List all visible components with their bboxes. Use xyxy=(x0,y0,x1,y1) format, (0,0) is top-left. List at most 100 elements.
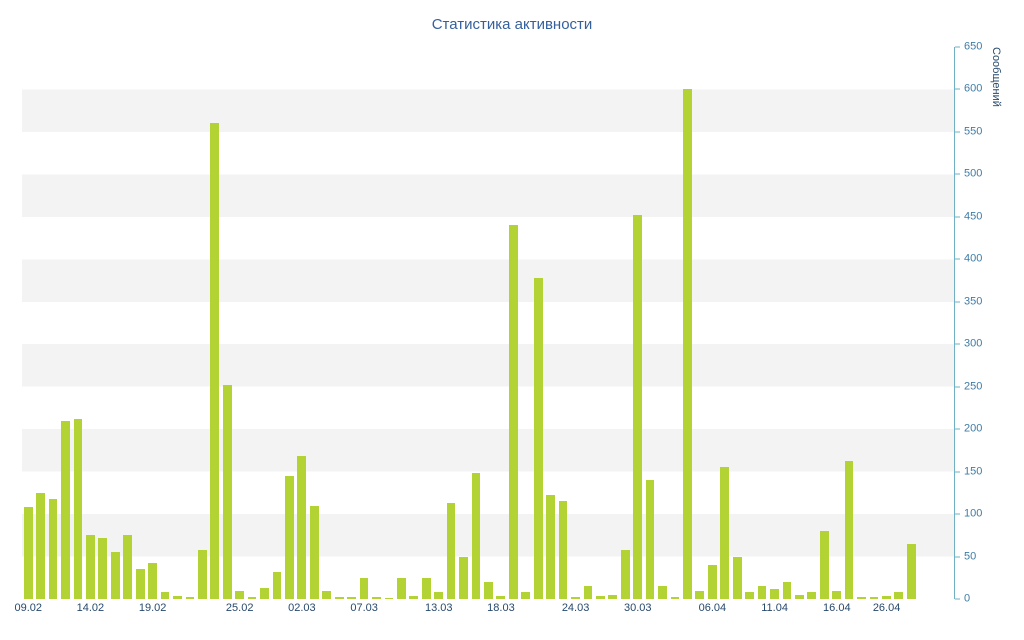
bar xyxy=(36,492,45,599)
bar-slot xyxy=(134,47,146,599)
bar xyxy=(484,582,493,599)
bar-slot xyxy=(296,47,308,599)
y-axis-tick xyxy=(955,131,960,133)
bar-slot xyxy=(22,47,34,599)
bar xyxy=(421,577,431,599)
bar-slot xyxy=(768,47,780,599)
bar xyxy=(558,501,568,599)
bar xyxy=(807,592,817,599)
bar xyxy=(633,215,642,599)
x-axis-labels: 09.02 14.02 19.02 25.02 02.03 07.03 13.03 18.03… xyxy=(14,602,955,616)
bar xyxy=(894,592,904,599)
x-axis-tick-label: 02.03 xyxy=(288,602,316,614)
y-axis-line xyxy=(954,47,955,599)
bar xyxy=(869,597,879,599)
bar-slot xyxy=(432,47,444,599)
bar xyxy=(608,594,618,599)
bar xyxy=(334,597,344,599)
bar-slot xyxy=(893,47,905,599)
x-axis-tick-label: 11.04 xyxy=(761,602,788,614)
bar-slot xyxy=(656,47,668,599)
y-axis-tick-label: 400 xyxy=(964,252,983,265)
y-axis-title: Сообщений xyxy=(990,47,1002,107)
bar xyxy=(322,590,332,599)
bar xyxy=(160,592,170,599)
bar xyxy=(832,590,841,599)
x-axis-tick-label: 30.03 xyxy=(624,602,652,614)
bar xyxy=(620,549,630,599)
bar-slot xyxy=(731,47,743,599)
y-axis-tick-label: 500 xyxy=(964,167,983,180)
bar xyxy=(546,495,555,599)
bar xyxy=(471,473,481,599)
x-axis-tick-label: 07.03 xyxy=(350,602,378,614)
bar-slot xyxy=(930,47,942,599)
bar-slot xyxy=(781,47,793,599)
bar-slot xyxy=(582,47,594,599)
bar-slot xyxy=(855,47,867,599)
bar-slot xyxy=(159,47,171,599)
bar xyxy=(384,598,394,599)
y-axis-tick xyxy=(955,386,960,388)
y-axis-tick-label: 100 xyxy=(964,507,983,520)
y-axis-tick-label: 200 xyxy=(964,422,983,435)
x-axis-tick-label: 06.04 xyxy=(698,602,727,614)
bar-slot xyxy=(544,47,556,599)
bar-slot xyxy=(631,47,643,599)
bar xyxy=(222,385,232,599)
bar xyxy=(61,420,70,599)
bar-slot xyxy=(34,47,46,599)
bar-slot xyxy=(681,47,693,599)
bar xyxy=(533,278,543,599)
bar xyxy=(148,563,157,599)
bar xyxy=(409,596,419,599)
bar-slot xyxy=(146,47,158,599)
bar-slot xyxy=(532,47,544,599)
bar xyxy=(658,586,667,599)
y-axis-tick xyxy=(955,258,960,260)
bar-slot xyxy=(694,47,706,599)
y-axis-tick xyxy=(955,216,960,218)
bar-slot xyxy=(843,47,855,599)
bar-slot xyxy=(109,47,121,599)
bar xyxy=(695,590,705,599)
bar-slot xyxy=(520,47,532,599)
plot-area: 0 50 100 150 200 250 300 350 400 450 500 550 600 650 xyxy=(22,41,982,604)
bar xyxy=(459,556,468,599)
bar xyxy=(745,592,754,599)
bar xyxy=(770,588,779,599)
bars-container xyxy=(22,47,955,599)
bar-slot xyxy=(818,47,830,599)
bar xyxy=(645,480,655,599)
y-axis-tick-label: 350 xyxy=(964,295,983,308)
y-axis-tick xyxy=(955,513,960,515)
bar xyxy=(98,537,108,599)
bar xyxy=(197,549,207,599)
bar xyxy=(235,590,244,599)
bar-slot xyxy=(743,47,755,599)
bar-slot xyxy=(607,47,619,599)
bar xyxy=(508,225,518,599)
bar-slot xyxy=(221,47,233,599)
x-axis-tick-label: 19.02 xyxy=(138,602,167,614)
bar-slot xyxy=(258,47,270,599)
bar xyxy=(782,582,792,599)
bar xyxy=(707,565,717,599)
bar xyxy=(347,597,356,599)
bar xyxy=(683,89,692,599)
y-axis-tick-label: 0 xyxy=(964,592,971,605)
bar xyxy=(906,543,916,599)
bar-slot xyxy=(507,47,519,599)
y-axis-tick xyxy=(955,301,960,303)
bar xyxy=(272,571,282,599)
bar-slot xyxy=(196,47,208,599)
bar-slot xyxy=(370,47,382,599)
bar-slot xyxy=(345,47,357,599)
bar-slot xyxy=(793,47,805,599)
bar xyxy=(210,123,220,599)
x-axis-tick-label: 24.03 xyxy=(561,602,590,614)
y-axis-tick xyxy=(955,343,960,345)
bar xyxy=(434,592,443,599)
bar-slot xyxy=(669,47,681,599)
y-axis-tick-label: 450 xyxy=(964,210,983,223)
